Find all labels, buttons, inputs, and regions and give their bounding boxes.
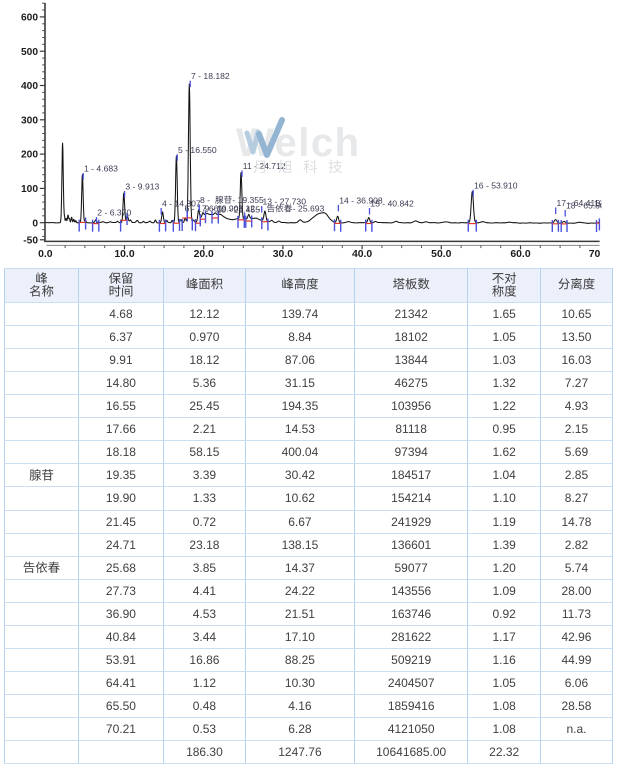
- svg-text:60.0: 60.0: [510, 249, 530, 260]
- svg-text:40.0: 40.0: [352, 249, 372, 260]
- svg-text:- 19.355: - 19.355: [232, 195, 264, 205]
- svg-text:7 - 18.182: 7 - 18.182: [191, 71, 230, 81]
- svg-text:0.0: 0.0: [38, 249, 53, 260]
- svg-text:200: 200: [21, 150, 38, 161]
- svg-text:10.0: 10.0: [114, 249, 134, 260]
- svg-text:10 - 21.455: 10 - 21.455: [217, 205, 261, 215]
- svg-text:8 -: 8 -: [200, 195, 210, 205]
- svg-text:- 25.693: - 25.693: [293, 204, 325, 214]
- svg-text:600: 600: [21, 13, 38, 24]
- svg-text:6 - 17.661: 6 - 17.661: [185, 204, 224, 214]
- svg-text:400: 400: [21, 81, 38, 92]
- svg-text:-50: -50: [23, 235, 38, 246]
- svg-text:500: 500: [21, 47, 38, 58]
- svg-text:3 - 9.913: 3 - 9.913: [125, 182, 159, 192]
- svg-text:16 - 53.910: 16 - 53.910: [474, 180, 518, 190]
- svg-text:15 - 40.842: 15 - 40.842: [370, 199, 414, 209]
- svg-text:100: 100: [21, 184, 38, 195]
- svg-text:70: 70: [589, 249, 601, 260]
- svg-text:12 -: 12 -: [246, 204, 261, 214]
- svg-text:30.0: 30.0: [273, 249, 293, 260]
- svg-text:13 - 27.730: 13 - 27.730: [263, 197, 307, 207]
- svg-text:0: 0: [32, 218, 38, 229]
- svg-text:9 - 19.903: 9 - 19.903: [205, 204, 244, 214]
- svg-text:50.0: 50.0: [431, 249, 451, 260]
- svg-text:19 - 70.216: 19 - 70.216: [594, 199, 619, 209]
- svg-text:17 - 64.415: 17 - 64.415: [557, 198, 601, 208]
- svg-text:300: 300: [21, 115, 38, 126]
- svg-text:18 - 65.506: 18 - 65.506: [566, 201, 610, 211]
- svg-text:11 - 24.712: 11 - 24.712: [243, 161, 286, 171]
- svg-text:20.0: 20.0: [194, 249, 214, 260]
- svg-text:2 - 6.370: 2 - 6.370: [97, 208, 131, 218]
- svg-text:1 - 4.683: 1 - 4.683: [84, 164, 118, 174]
- svg-text:14 - 36.908: 14 - 36.908: [339, 195, 383, 205]
- svg-text:4 - 14.807: 4 - 14.807: [162, 199, 201, 209]
- svg-text:5 - 16.550: 5 - 16.550: [178, 145, 217, 155]
